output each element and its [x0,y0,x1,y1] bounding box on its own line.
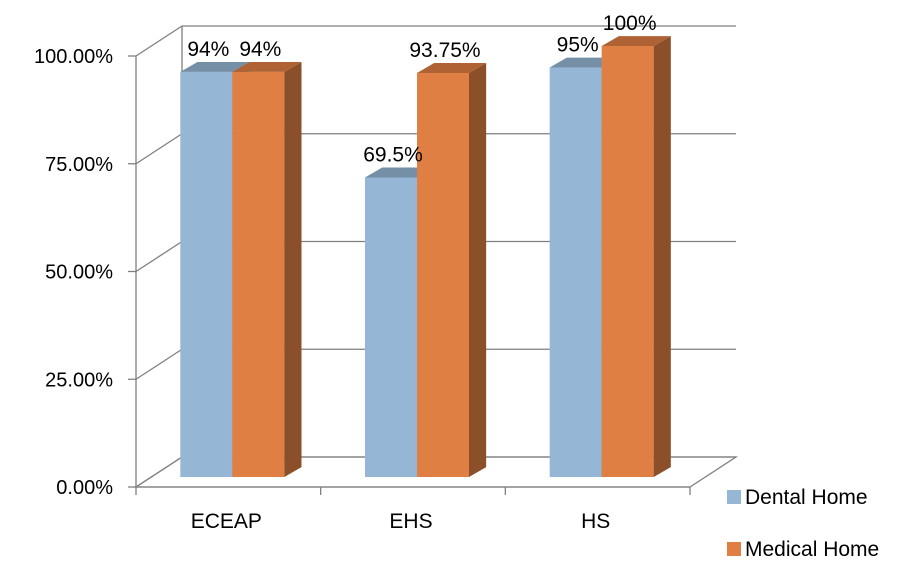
bar-front [549,67,602,478]
legend-swatch [727,490,741,504]
y-tick-label: 25.00% [45,369,113,391]
gridline-side [135,240,183,273]
legend-label: Medical Home [745,538,879,561]
y-tick-label: 50.00% [45,262,113,284]
gridline-side [135,25,183,57]
y-tick-label: 100.00% [34,46,113,68]
data-label: 100% [603,12,657,35]
bar-top [232,61,302,72]
x-category-label: EHS [389,510,432,533]
data-label: 93.75% [409,39,480,62]
y-tick-labels: 0.00% 25.00% 50.00% 75.00% 100.00% [34,46,113,499]
bar-front [232,71,285,478]
bar-top [549,57,619,68]
y-tick-label: 75.00% [45,154,113,176]
gridline-side [135,133,183,165]
data-label: 95% [557,34,599,57]
legend-swatch [727,542,741,556]
gridline-side [135,456,183,488]
y-tick-label: 0.00% [56,477,113,499]
bar-top [417,63,487,73]
bar-side [284,61,302,478]
gridline-side [135,348,183,380]
legend-label: Dental Home [745,486,868,509]
legend: Dental Home Medical Home [727,486,879,561]
x-category-label: HS [581,510,610,533]
data-labels: 94% 94% 69.5% 93.75% 95%100% [187,12,656,166]
bar-top [180,61,250,72]
bar-front [365,177,417,477]
bar-front [180,71,233,478]
bar-side [653,36,671,477]
data-label: 94% [239,38,281,61]
bars [180,36,671,478]
bar-top [365,167,435,178]
bar-top [601,36,671,46]
x-category-label: ECEAP [191,510,262,533]
data-label: 94% [187,38,229,61]
bar-front [417,72,469,477]
bar-front [601,46,654,477]
bar-side [469,63,487,477]
x-category-labels: ECEAP EHS HS [191,510,611,533]
data-label: 69.5% [363,144,423,167]
